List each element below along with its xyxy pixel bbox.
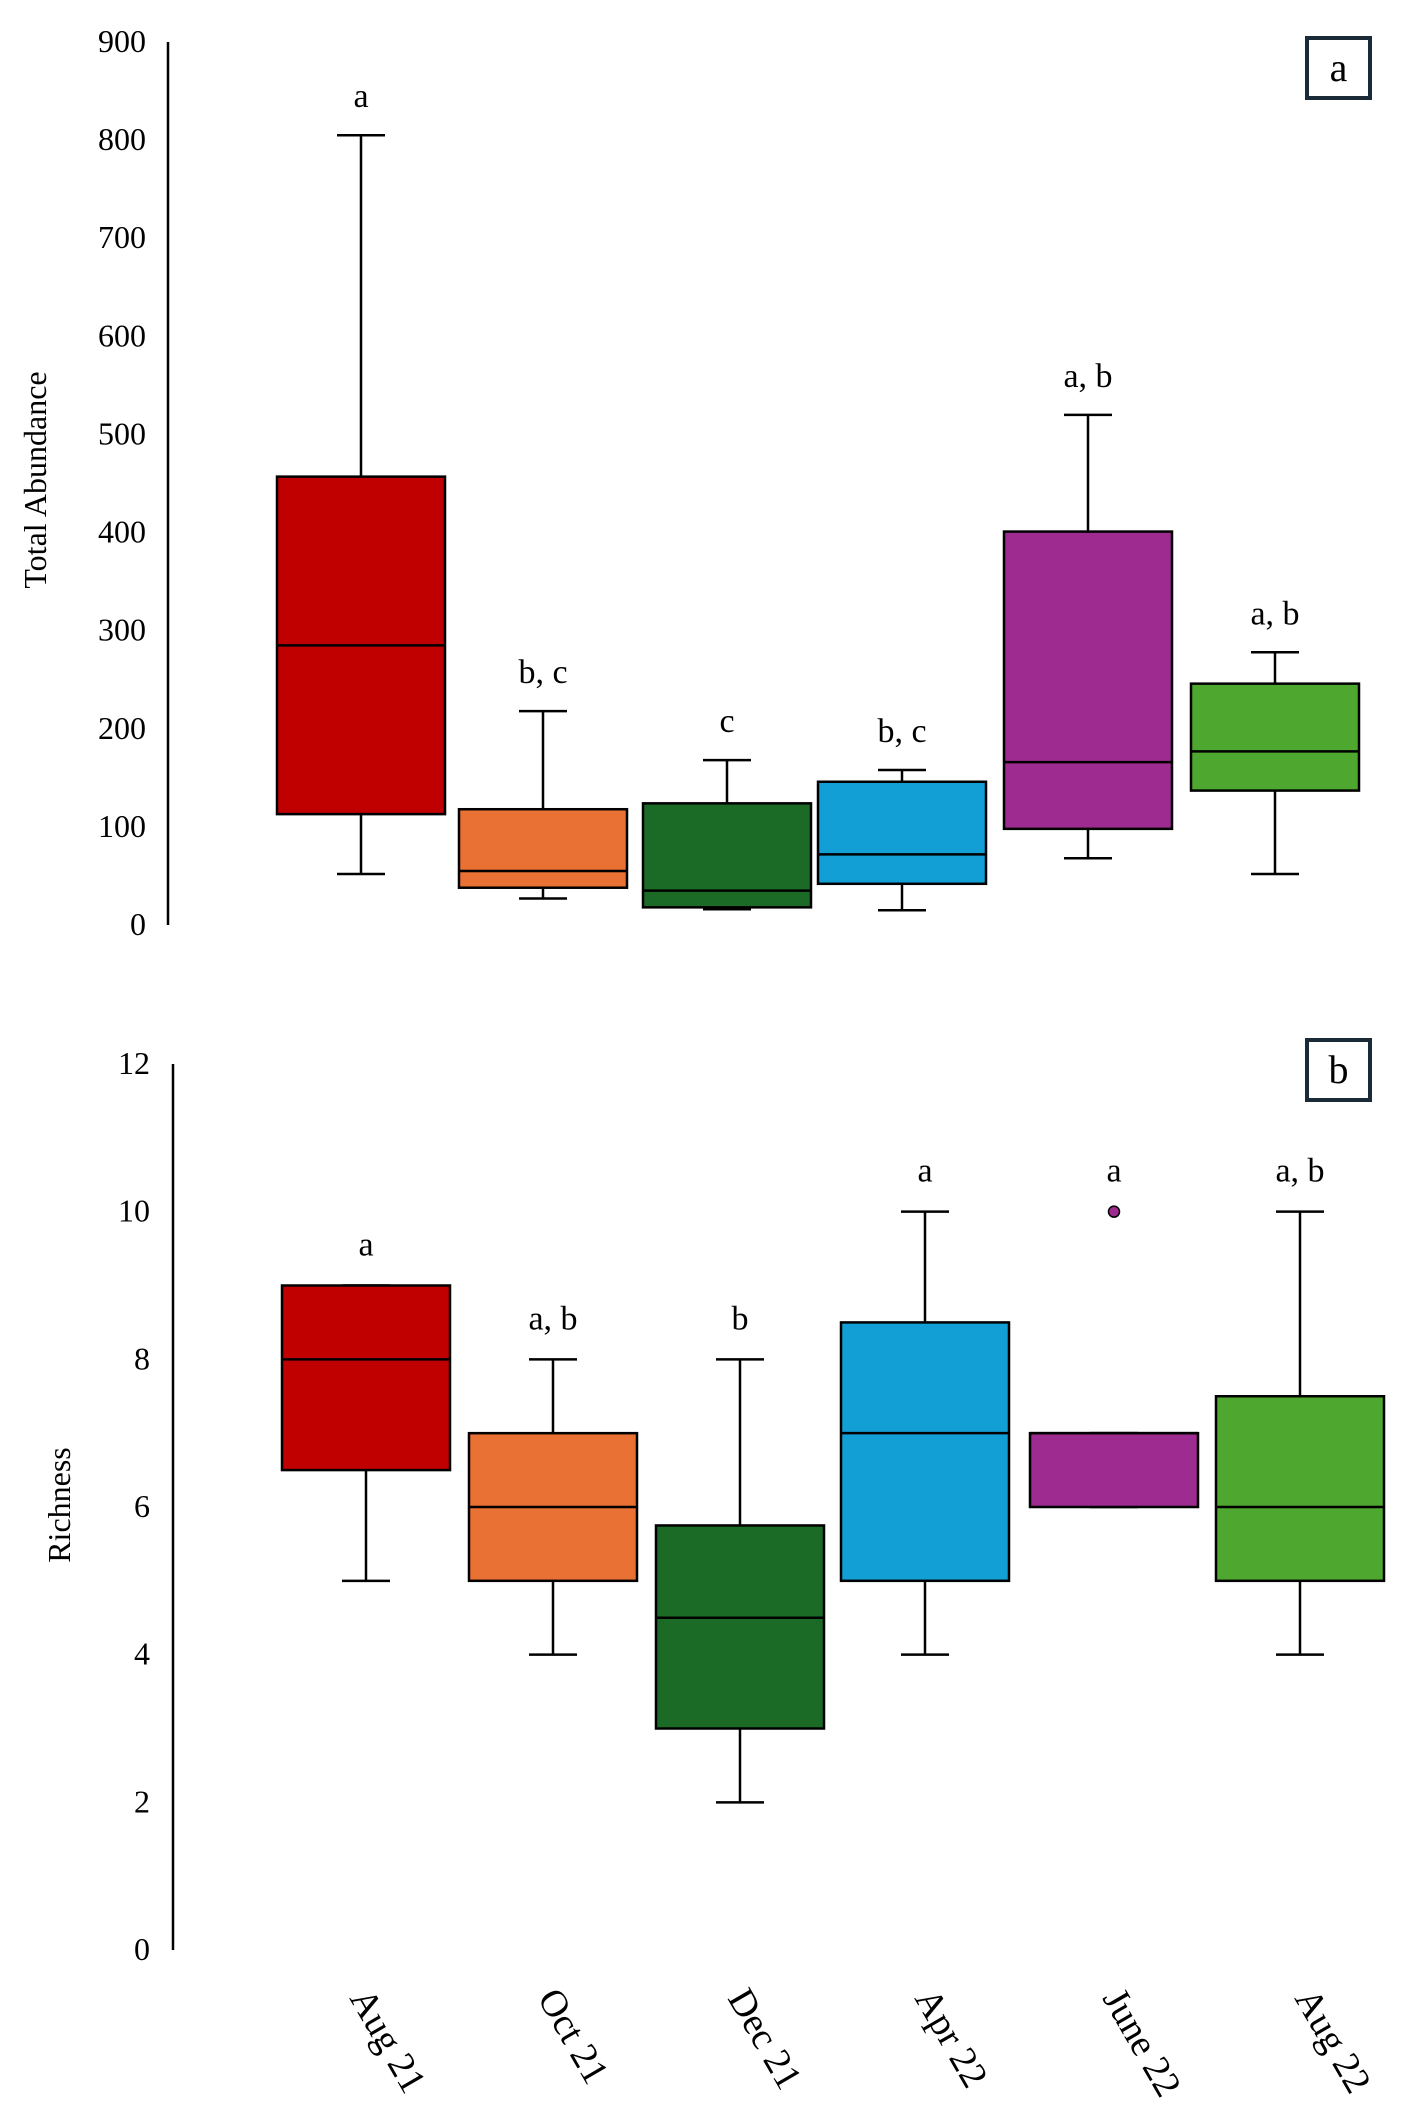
y-tick-label-800: 800 <box>98 121 146 157</box>
box-june-22-b <box>1028 1431 1200 1509</box>
significance-label-oct-21-b: a, b <box>528 1300 577 1337</box>
box-group-aug-22-a: a, b <box>1189 595 1361 876</box>
box-group-apr-22-b: a <box>839 1153 1011 1656</box>
x-category-label-aug-22: Aug 22 <box>1286 1982 1379 2101</box>
box-group-aug-21-a: a <box>275 78 447 876</box>
outlier-point-june-22-b-0 <box>1107 1205 1121 1218</box>
box-group-aug-21-b: a <box>280 1227 452 1583</box>
y-tick-label-700: 700 <box>98 219 146 255</box>
y-tick-label-10: 10 <box>118 1193 150 1229</box>
significance-label-apr-22-b: a <box>917 1153 932 1190</box>
y-axis-title-richness: Richness <box>41 1447 77 1563</box>
y-tick-label-12: 12 <box>118 1045 150 1081</box>
panel-b-richness: 0 2 4 6 8 10 12 Richness b a a, b b a a a, b <box>41 1038 1386 1967</box>
y-tick-label-8: 8 <box>134 1340 150 1376</box>
box-june-22-a <box>1002 530 1174 831</box>
x-category-label-apr-22: Apr 22 <box>906 1982 996 2095</box>
significance-label-dec-21-a: c <box>719 703 734 740</box>
y-tick-label-900: 900 <box>98 23 146 59</box>
box-dec-21-b <box>654 1524 826 1730</box>
y-tick-label-2: 2 <box>134 1783 150 1819</box>
significance-label-dec-21-b: b <box>732 1300 749 1337</box>
y-tick-label-6: 6 <box>134 1488 150 1524</box>
panel-a-total-abundance: 0 100 200 300 400 500 600 700 800 900 Total Abunda… <box>17 23 1372 942</box>
x-category-label-june-22: June 22 <box>1094 1982 1189 2104</box>
box-group-oct-21-b: a, b <box>467 1300 639 1656</box>
y-tick-label-600: 600 <box>98 317 146 353</box>
box-aug-22-a <box>1189 682 1361 792</box>
box-apr-22-b <box>839 1321 1011 1583</box>
box-oct-21-a <box>457 807 629 889</box>
significance-label-aug-22-b: a, b <box>1275 1153 1324 1190</box>
box-group-dec-21-b: b <box>654 1300 826 1804</box>
box-group-june-22-b: a <box>1028 1153 1200 1509</box>
significance-label-oct-21-a: b, c <box>518 654 567 691</box>
panel-tag-label-a: a <box>1330 45 1348 90</box>
x-axis-category-labels: Aug 21 Oct 21 Dec 21 Apr 22 June 22 Aug 22 <box>341 1982 1379 2104</box>
y-tick-label-400: 400 <box>98 514 146 550</box>
box-group-aug-22-b: a, b <box>1214 1153 1386 1656</box>
box-group-oct-21-a: b, c <box>457 654 629 900</box>
significance-label-aug-21-b: a <box>358 1227 373 1264</box>
significance-label-june-22-b: a <box>1106 1153 1121 1190</box>
box-group-june-22-a: a, b <box>1002 358 1174 860</box>
significance-label-aug-21-a: a <box>353 78 368 115</box>
box-aug-22-b <box>1214 1395 1386 1583</box>
significance-label-aug-22-a: a, b <box>1250 595 1299 632</box>
box-apr-22-a <box>816 780 988 886</box>
significance-label-apr-22-a: b, c <box>877 713 926 750</box>
panel-tag-label-b: b <box>1329 1047 1349 1092</box>
y-tick-label-100: 100 <box>98 808 146 844</box>
x-category-label-oct-21: Oct 21 <box>529 1982 617 2092</box>
y-tick-label-500: 500 <box>98 415 146 451</box>
y-tick-label-4: 4 <box>134 1636 150 1672</box>
box-group-apr-22-a: b, c <box>816 713 988 912</box>
x-category-label-dec-21: Dec 21 <box>719 1982 810 2097</box>
y-axis-title-total-abundance: Total Abundance <box>17 371 53 588</box>
panel-tag-box-b <box>1305 1038 1372 1102</box>
box-group-dec-21-a: c <box>641 703 813 911</box>
box-aug-21-b <box>280 1284 452 1472</box>
y-tick-label-0: 0 <box>130 906 146 942</box>
x-category-label-aug-21: Aug 21 <box>341 1982 434 2101</box>
panel-tag-box-a <box>1305 36 1372 100</box>
significance-label-june-22-a: a, b <box>1063 358 1112 395</box>
y-tick-label-0: 0 <box>134 1931 150 1967</box>
y-tick-label-200: 200 <box>98 710 146 746</box>
y-tick-label-300: 300 <box>98 612 146 648</box>
